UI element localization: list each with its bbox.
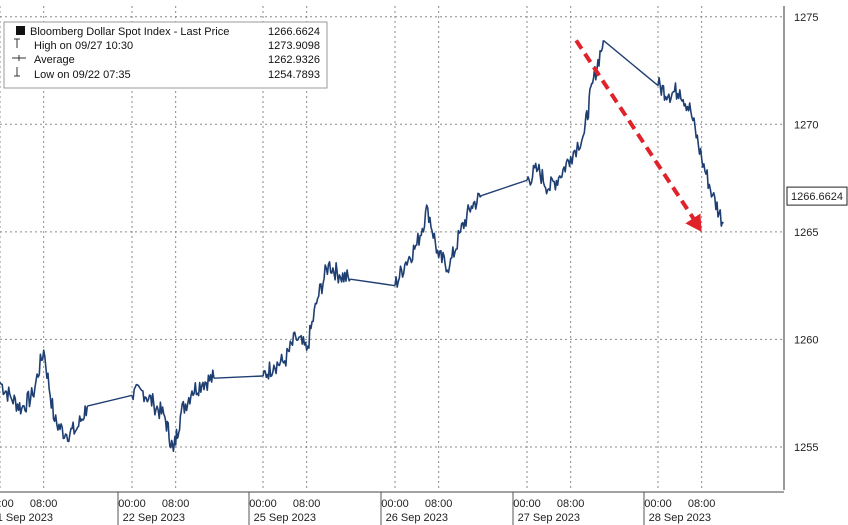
price-series-line	[526, 40, 605, 195]
high-marker-icon	[14, 38, 20, 48]
session-connector	[213, 375, 264, 379]
session-connector	[482, 179, 528, 196]
x-hour-label: 08:00	[30, 498, 58, 510]
trend-arrow-head-icon	[685, 213, 702, 232]
y-tick-label: 1255	[794, 442, 818, 454]
average-marker-icon	[12, 55, 26, 61]
x-hour-label: 00:00	[0, 498, 14, 510]
series-color-swatch	[16, 26, 25, 35]
x-day-label: 28 Sep 2023	[649, 512, 711, 524]
x-day-label: 25 Sep 2023	[254, 512, 316, 524]
x-hour-label: 00:00	[513, 498, 541, 510]
price-series-line	[0, 349, 89, 443]
x-hour-label: 08:00	[688, 498, 716, 510]
last-price-tag: 1266.6624	[791, 191, 843, 203]
x-day-label: 22 Sep 2023	[123, 512, 185, 524]
x-hour-label: 08:00	[162, 498, 190, 510]
legend-box	[3, 21, 328, 89]
price-series-line	[394, 192, 483, 288]
legend-average-label: Average	[34, 54, 75, 66]
x-hour-label: 08:00	[425, 498, 453, 510]
legend-low-label: Low on 09/22 07:35	[34, 69, 131, 81]
price-series-line	[131, 369, 215, 453]
legend-high-label: High on 09/27 10:30	[34, 40, 133, 52]
x-hour-label: 08:00	[557, 498, 585, 510]
x-day-label: 27 Sep 2023	[518, 512, 580, 524]
trend-arrow-shaft	[574, 39, 698, 223]
x-hour-label: 00:00	[118, 498, 146, 510]
x-hour-label: 08:00	[293, 498, 321, 510]
legend-title: Bloomberg Dollar Spot Index - Last Price	[30, 26, 229, 38]
x-hour-label: 00:00	[644, 498, 672, 510]
x-day-label: 26 Sep 2023	[386, 512, 448, 524]
y-tick-label: 1260	[794, 334, 818, 346]
y-tick-label: 1265	[794, 227, 818, 239]
session-connector	[602, 39, 659, 87]
y-tick-label: 1270	[794, 119, 818, 131]
session-connector	[350, 278, 396, 287]
last-price-tag-box	[786, 186, 848, 206]
legend-title-value: 1266.6624	[268, 26, 320, 38]
x-hour-label: 00:00	[381, 498, 409, 510]
price-series-line	[657, 77, 725, 227]
price-series-line	[262, 260, 351, 380]
low-marker-icon	[14, 67, 20, 77]
x-day-label: 21 Sep 2023	[0, 512, 53, 524]
legend-average-value: 1262.9326	[268, 54, 320, 66]
x-hour-label: 00:00	[249, 498, 277, 510]
legend-low-value: 1254.7893	[268, 69, 320, 81]
session-connector	[87, 394, 133, 407]
y-tick-label: 1275	[794, 12, 818, 24]
legend-high-value: 1273.9098	[268, 40, 320, 52]
